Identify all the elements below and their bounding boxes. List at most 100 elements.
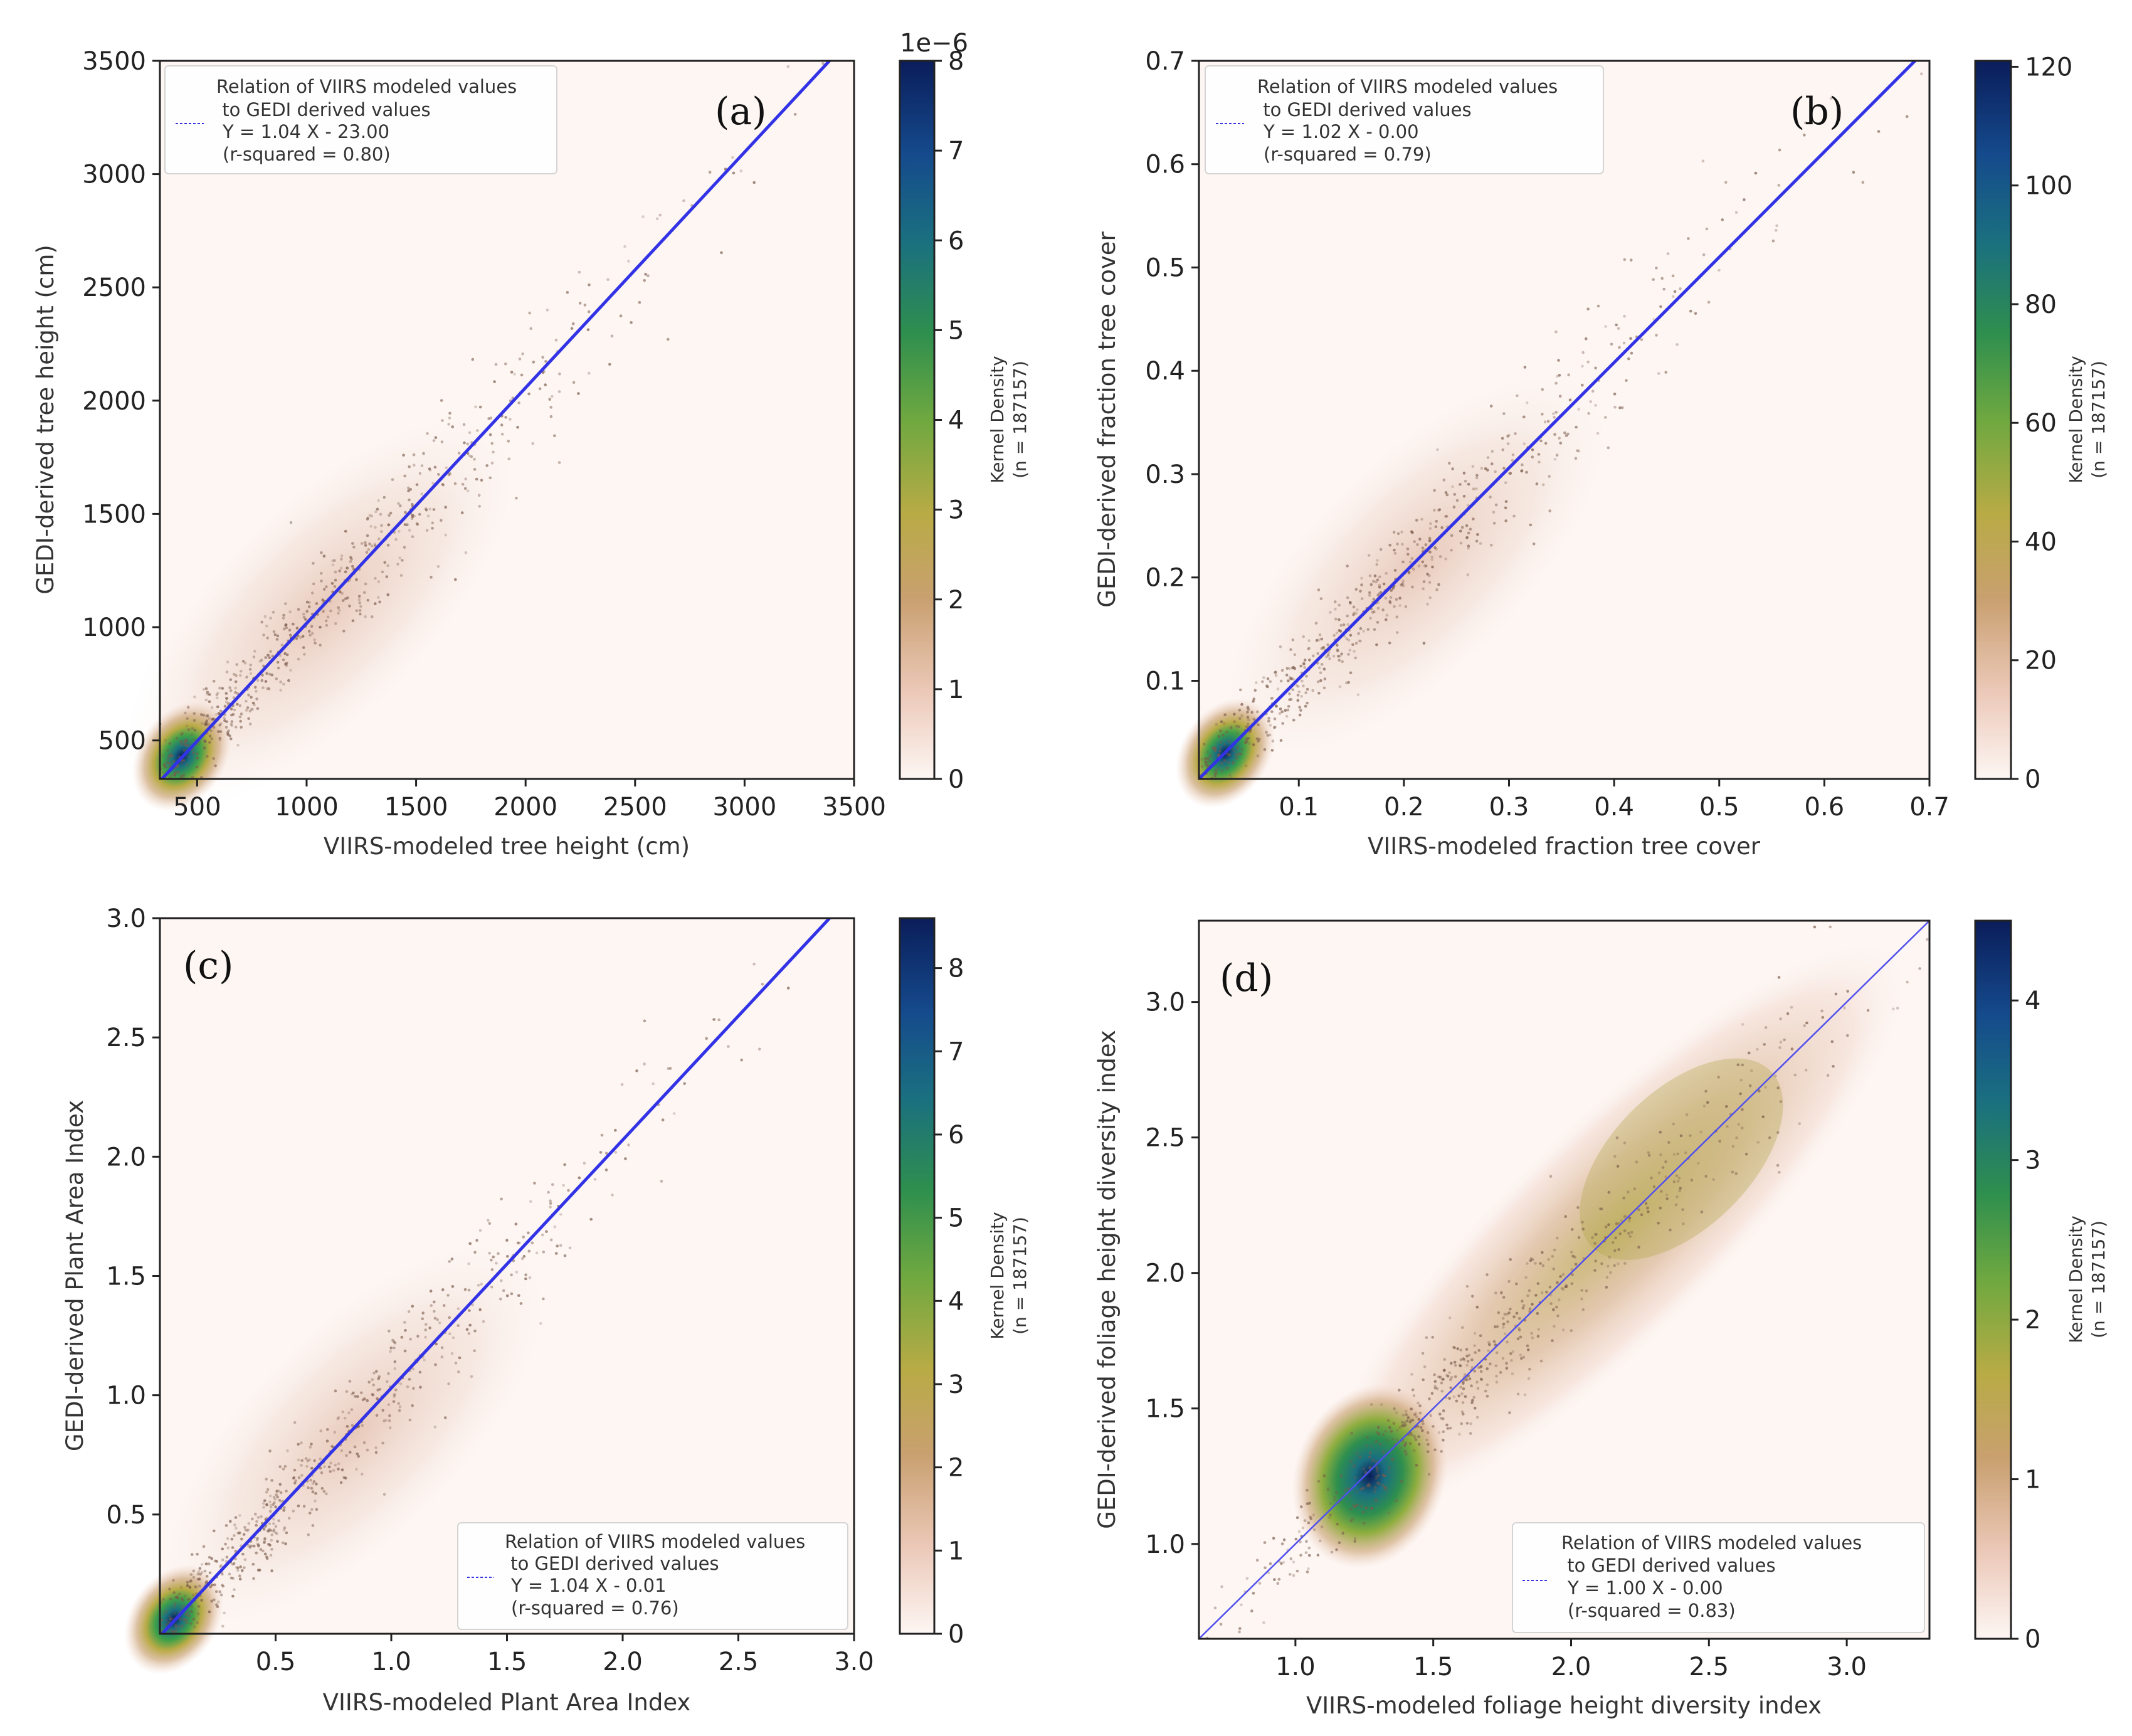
scatter-point: [297, 1504, 300, 1508]
scatter-point: [522, 1236, 525, 1239]
scatter-point: [1549, 1302, 1553, 1305]
scatter-point: [1673, 290, 1677, 294]
scatter-point: [412, 453, 416, 457]
scatter-point: [173, 773, 176, 776]
scatter-point: [1339, 630, 1343, 633]
scatter-point: [516, 426, 519, 429]
scatter-point: [247, 717, 250, 721]
scatter-point: [752, 963, 756, 966]
scatter-point: [1595, 1233, 1598, 1236]
scatter-point: [389, 1350, 392, 1353]
scatter-point: [329, 1470, 332, 1473]
scatter-point: [1302, 635, 1305, 638]
scatter-point: [551, 394, 554, 398]
scatter-point: [1492, 1340, 1496, 1343]
scatter-point: [1349, 633, 1353, 637]
scatter-point: [1652, 278, 1655, 282]
scatter-point: [1338, 654, 1342, 658]
scatter-point: [1699, 1130, 1702, 1134]
scatter-point: [1700, 1210, 1704, 1214]
scatter-point: [231, 1546, 235, 1549]
scatter-point: [1449, 1386, 1452, 1390]
scatter-point: [1421, 546, 1425, 549]
scatter-point: [549, 1199, 552, 1202]
scatter-point: [1434, 525, 1438, 529]
scatter-point: [1500, 1291, 1503, 1294]
scatter-point: [312, 1480, 316, 1483]
scatter-point: [490, 1258, 493, 1262]
scatter-point: [658, 213, 662, 217]
scatter-point: [272, 1530, 275, 1533]
scatter-point: [1892, 1007, 1895, 1011]
scatter-point: [246, 1528, 250, 1532]
scatter-point: [1354, 1504, 1357, 1508]
scatter-point: [428, 468, 432, 472]
scatter-point: [1298, 706, 1301, 709]
scatter-point: [1366, 1436, 1369, 1439]
scatter-point: [1779, 1100, 1783, 1103]
scatter-point: [408, 498, 411, 502]
scatter-point: [182, 1617, 186, 1621]
scatter-point: [197, 1605, 201, 1608]
colorbar-tick-label: 3: [2025, 1146, 2040, 1175]
scatter-point: [272, 630, 276, 633]
scatter-point: [1388, 600, 1391, 603]
scatter-point: [1671, 274, 1675, 278]
scatter-point: [1522, 1304, 1526, 1307]
scatter-point: [173, 772, 176, 776]
scatter-point: [1684, 1151, 1687, 1155]
scatter-point: [1335, 1548, 1338, 1552]
scatter-point: [371, 1393, 374, 1396]
scatter-point: [393, 1347, 396, 1350]
scatter-point: [1302, 661, 1306, 665]
scatter-point: [239, 719, 243, 723]
scatter-point: [285, 623, 288, 627]
scatter-point: [453, 482, 457, 485]
scatter-point: [236, 1569, 240, 1572]
y-tick-label: 1.0: [1145, 1530, 1185, 1559]
scatter-point: [358, 609, 362, 612]
scatter-point: [209, 729, 213, 733]
scatter-point: [1507, 1311, 1511, 1315]
y-tick-label: 0.2: [1145, 564, 1185, 593]
scatter-point: [383, 1419, 386, 1422]
y-tick-label: 1000: [82, 613, 146, 642]
scatter-point: [212, 757, 216, 760]
scatter-point: [1514, 432, 1517, 435]
scatter-point: [551, 1183, 554, 1187]
scatter-point: [1308, 1501, 1311, 1505]
scatter-point: [1618, 406, 1622, 410]
colorbar-tick-label: 2: [948, 586, 964, 615]
scatter-point: [1395, 631, 1399, 634]
scatter-point: [388, 514, 391, 517]
scatter-point: [228, 1572, 231, 1576]
scatter-point: [1442, 1377, 1445, 1381]
legend-box-c: [457, 1522, 848, 1630]
scatter-point: [231, 1594, 235, 1598]
scatter-point: [1400, 531, 1403, 534]
scatter-point: [1332, 633, 1336, 637]
scatter-point: [1306, 1570, 1309, 1574]
scatter-point: [451, 1285, 455, 1288]
scatter-point: [393, 1367, 397, 1370]
scatter-point: [1620, 406, 1624, 410]
scatter-point: [1315, 638, 1319, 642]
scatter-point: [1396, 1429, 1399, 1432]
scatter-point: [1321, 646, 1325, 650]
scatter-point: [1291, 638, 1295, 642]
scatter-point: [1741, 1126, 1744, 1130]
scatter-point: [320, 1486, 324, 1490]
scatter-point: [393, 1340, 396, 1343]
scatter-point: [1476, 1387, 1480, 1390]
scatter-point: [1276, 687, 1280, 691]
scatter-point: [287, 1516, 291, 1520]
scatter-point: [627, 1143, 630, 1146]
scatter-point: [1657, 1221, 1660, 1225]
scatter-point: [1585, 337, 1588, 341]
scatter-point: [344, 570, 347, 574]
scatter-point: [1308, 1515, 1312, 1518]
scatter-point: [1724, 181, 1728, 184]
scatter-point: [471, 1303, 474, 1306]
scatter-point: [1777, 184, 1781, 187]
scatter-point: [1704, 1175, 1707, 1178]
